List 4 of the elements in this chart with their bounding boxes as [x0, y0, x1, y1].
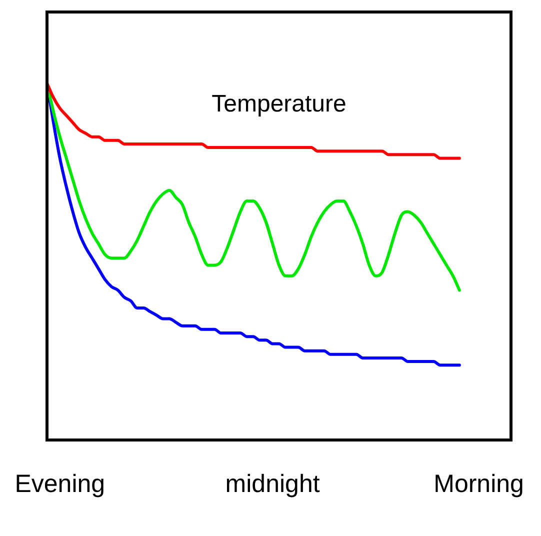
- x-tick-label: Morning: [434, 470, 524, 498]
- x-tick-label: midnight: [225, 470, 320, 498]
- chart-title: Temperature: [212, 90, 346, 118]
- x-tick-label: Evening: [14, 470, 106, 498]
